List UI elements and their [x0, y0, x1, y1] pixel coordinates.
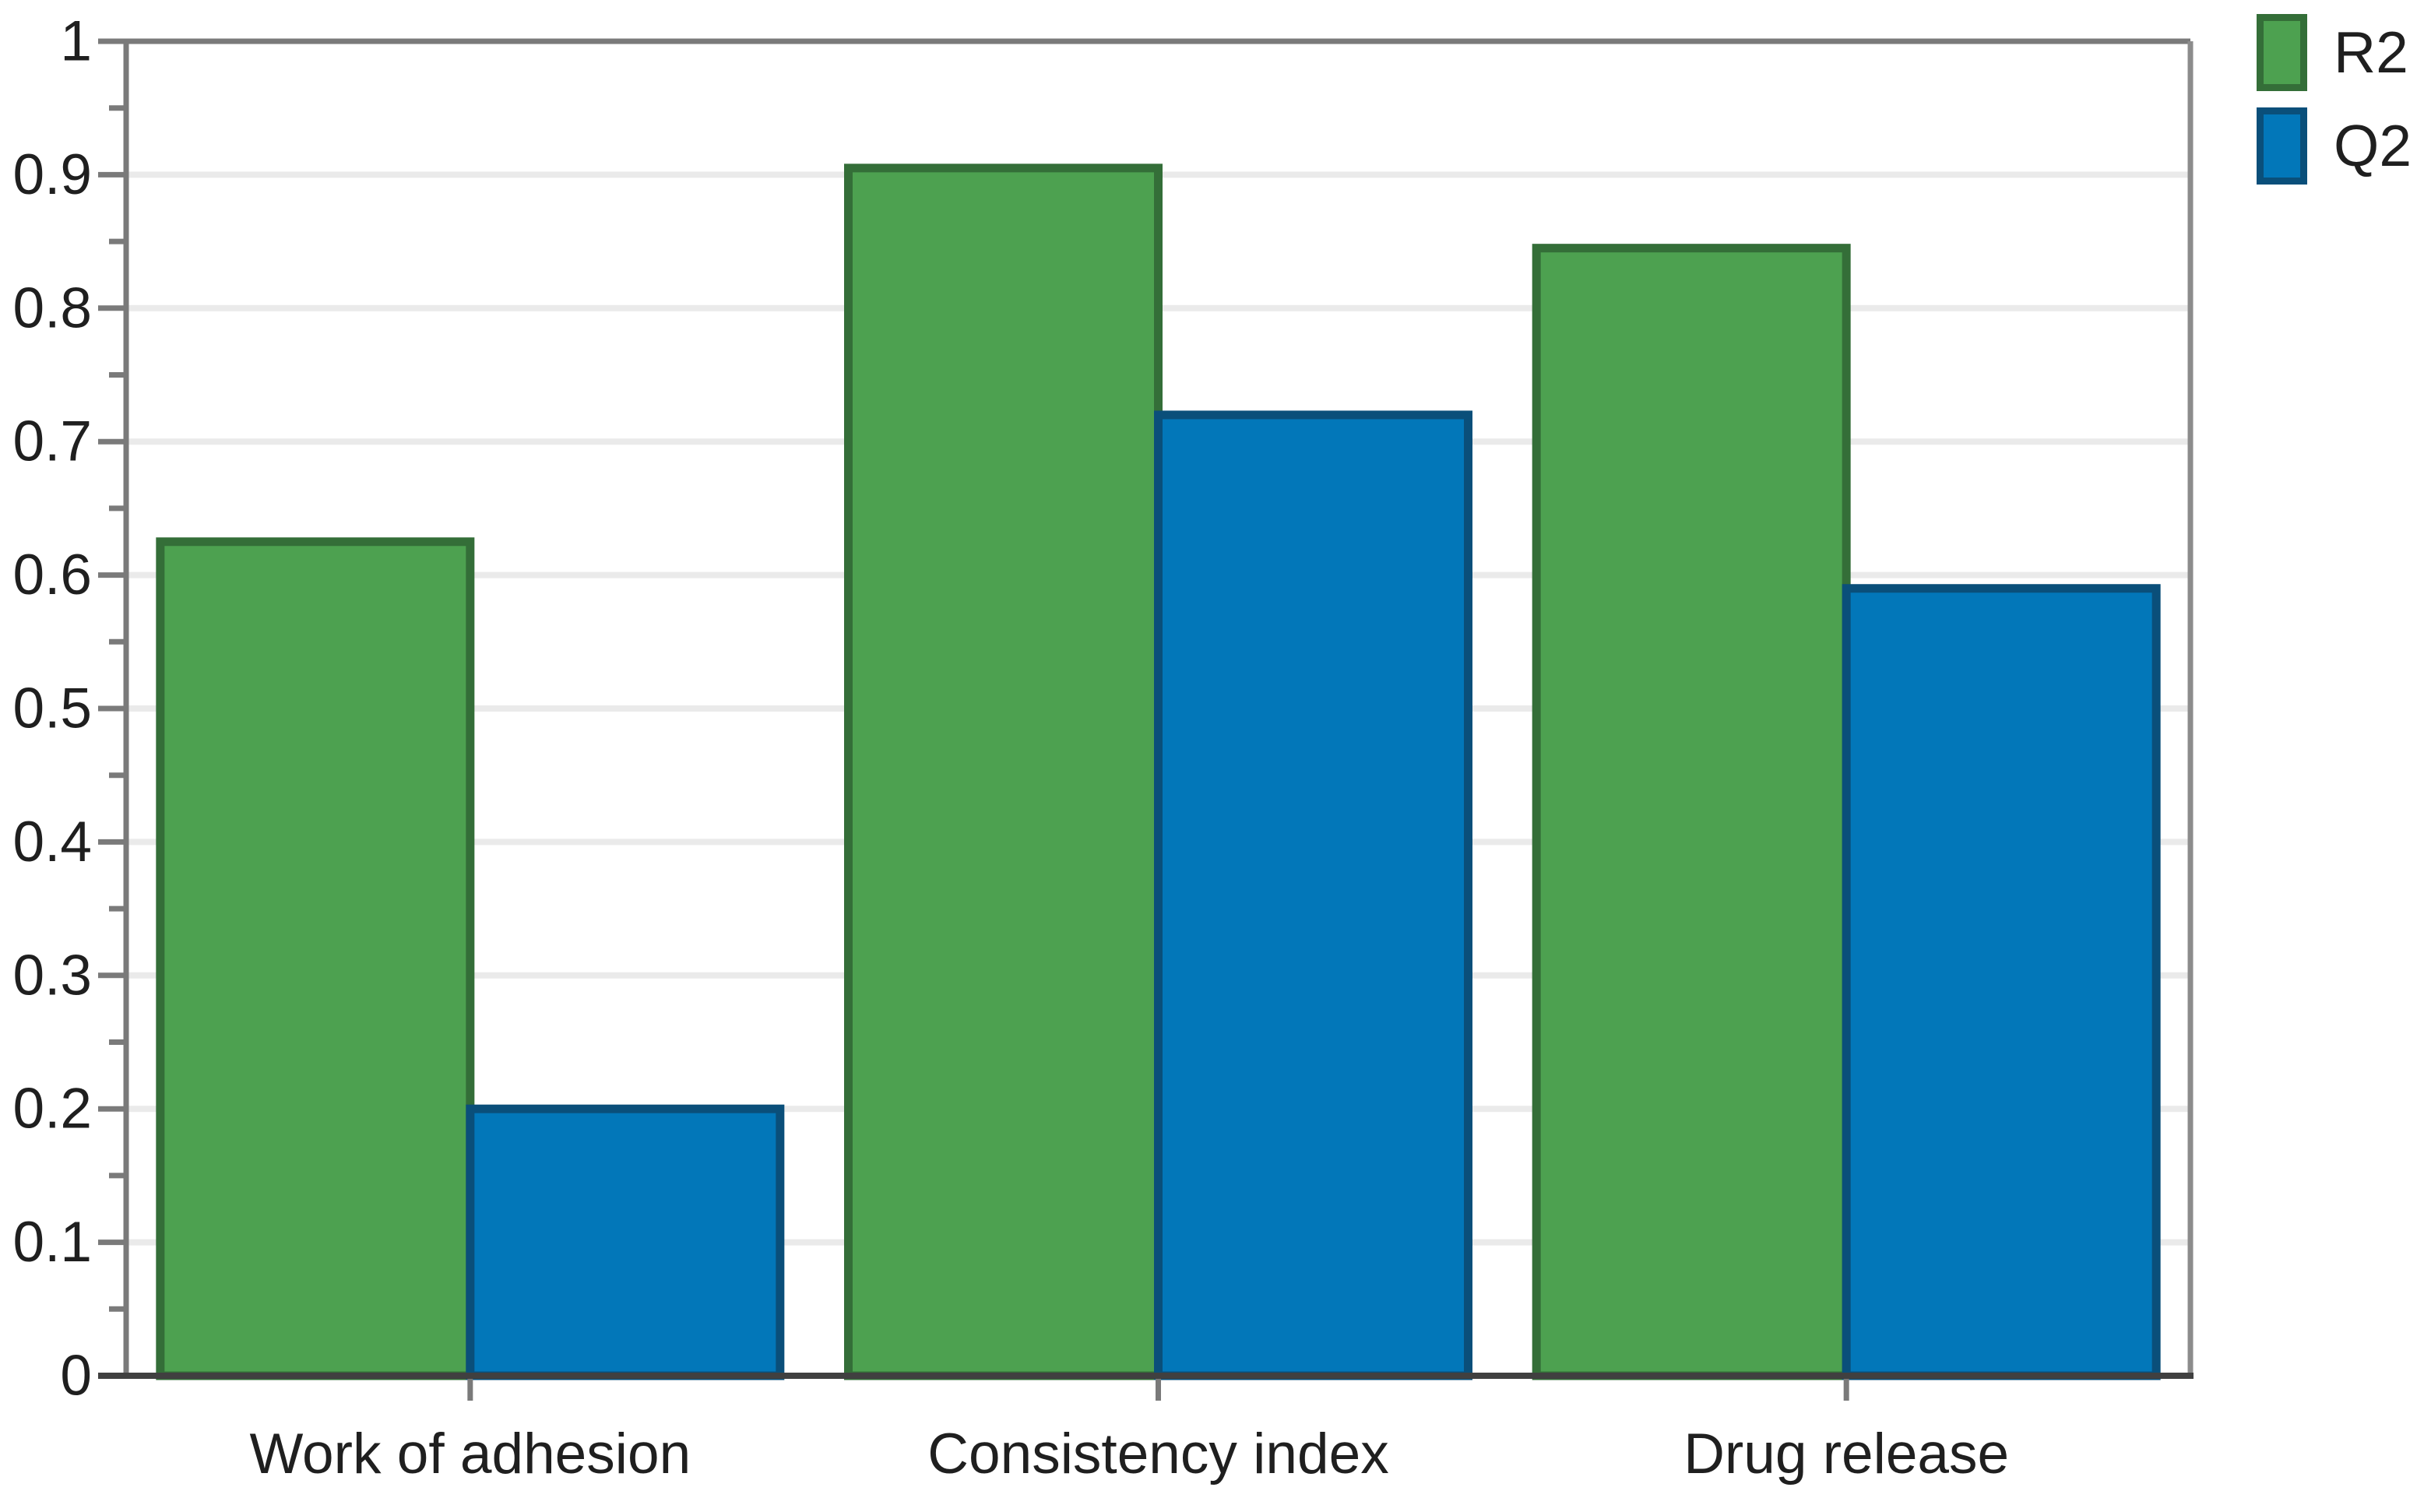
- bar-q2-work-of-adhesion: [466, 1104, 785, 1380]
- x-category-label-work-of-adhesion: Work of adhesion: [249, 1422, 691, 1486]
- bar-q2-drug-release: [1842, 584, 2161, 1380]
- y-tick-label-0-8: 0.8: [13, 276, 92, 339]
- x-category-label-consistency-index: Consistency index: [927, 1422, 1388, 1486]
- legend-swatch-r2: [2257, 14, 2307, 91]
- y-tick-label-0-6: 0.6: [13, 543, 92, 607]
- y-tick-label-0-3: 0.3: [13, 944, 92, 1007]
- y-tick-label-0-7: 0.7: [13, 410, 92, 473]
- y-tick-label-0-2: 0.2: [13, 1078, 92, 1141]
- y-tick-label-0: 0: [60, 1345, 92, 1408]
- y-tick-label-1: 1: [60, 10, 92, 73]
- legend-item-r2: R2: [2257, 14, 2412, 91]
- bar-r2-work-of-adhesion: [156, 537, 475, 1380]
- y-tick-label-0-4: 0.4: [13, 811, 92, 874]
- bar-q2-consistency-index: [1154, 410, 1472, 1380]
- x-category-label-drug-release: Drug release: [1683, 1422, 2009, 1486]
- legend-item-q2: Q2: [2257, 107, 2412, 185]
- legend-swatch-q2: [2257, 107, 2307, 185]
- legend: R2 Q2: [2257, 14, 2412, 185]
- bar-r2-drug-release: [1532, 244, 1851, 1380]
- legend-label-r2: R2: [2334, 19, 2408, 85]
- bar-r2-consistency-index: [844, 164, 1163, 1380]
- y-tick-label-0-1: 0.1: [13, 1211, 92, 1274]
- legend-label-q2: Q2: [2334, 113, 2412, 178]
- y-tick-label-0-9: 0.9: [13, 143, 92, 206]
- y-tick-label-0-5: 0.5: [13, 677, 92, 740]
